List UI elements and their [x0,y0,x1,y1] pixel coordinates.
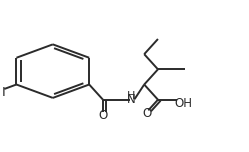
Text: N: N [127,93,136,106]
Text: OH: OH [174,97,192,110]
Text: O: O [98,109,108,122]
Text: I: I [1,86,5,99]
Text: H: H [127,91,135,101]
Text: O: O [142,107,151,120]
